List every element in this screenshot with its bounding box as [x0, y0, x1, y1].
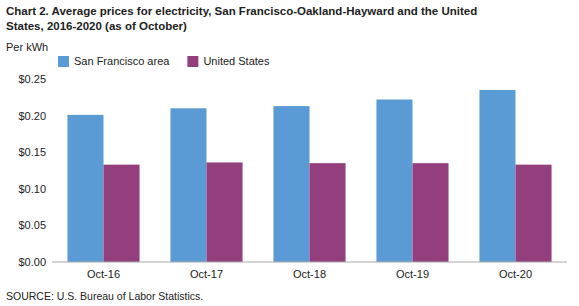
x-tick-label: Oct-16 [87, 268, 120, 280]
y-tick-label: $0.05 [18, 219, 46, 231]
y-tick-label: $0.20 [18, 110, 46, 122]
bar [273, 106, 309, 262]
x-tick-label: Oct-19 [396, 268, 429, 280]
bar [376, 99, 412, 262]
title: States, 2016-2020 (as of October) [6, 20, 187, 32]
y-axis-label: Per kWh [6, 41, 48, 53]
bar [479, 90, 515, 262]
y-tick-label: $0.10 [18, 183, 46, 195]
legend-label: San Francisco area [74, 55, 170, 67]
bar [413, 163, 449, 262]
chart: Chart 2. Average prices for electricity,… [0, 0, 579, 306]
y-tick-label: $0.25 [18, 73, 46, 85]
bars [67, 90, 551, 262]
legend-label: United States [203, 55, 270, 67]
x-tick-label: Oct-17 [190, 268, 223, 280]
x-axis-line [52, 262, 567, 263]
bar [310, 163, 346, 262]
bar [170, 108, 206, 262]
source: SOURCE: U.S. Bureau of Labor Statistics. [6, 290, 203, 302]
legend: San Francisco area United States [58, 55, 270, 67]
x-tick-label: Oct-20 [499, 268, 532, 280]
bar [67, 115, 103, 262]
legend-swatch [187, 56, 198, 67]
legend-swatch [58, 56, 69, 67]
x-tick-label: Oct-18 [293, 268, 326, 280]
title: Chart 2. Average prices for electricity,… [6, 5, 477, 17]
y-tick-label: $0.15 [18, 146, 46, 158]
background [0, 0, 579, 306]
bar [516, 165, 552, 262]
y-tick-label: $0.00 [18, 256, 46, 268]
bar [104, 165, 140, 262]
bar [207, 162, 243, 262]
